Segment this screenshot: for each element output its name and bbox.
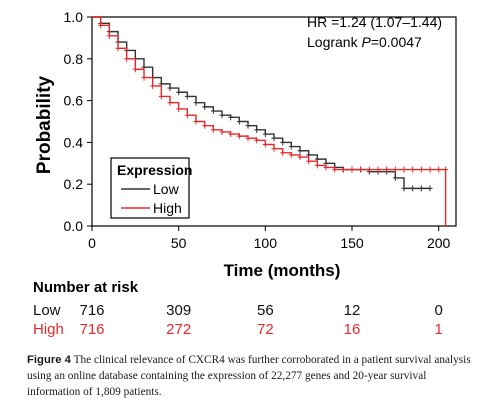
- risk-value-high: 1: [434, 321, 443, 338]
- x-axis-label: Time (months): [224, 261, 341, 280]
- x-tick-label: 150: [340, 235, 364, 251]
- risk-value-high: 16: [343, 321, 361, 338]
- risk-value-low: 12: [343, 302, 361, 319]
- y-tick-label: 0.8: [64, 51, 84, 67]
- legend-label-high: High: [153, 200, 182, 216]
- risk-value-low: 0: [434, 302, 443, 319]
- legend-label-low: Low: [153, 181, 180, 197]
- legend-title: Expression: [117, 162, 192, 178]
- y-tick-label: 0.6: [64, 93, 84, 109]
- risk-row-label-high: High: [33, 321, 64, 338]
- y-axis-label: Probability: [34, 75, 55, 174]
- logrank-prefix: Logrank: [307, 34, 361, 50]
- x-tick-label: 100: [254, 235, 278, 251]
- logrank-annotation: Logrank P=0.0047: [307, 34, 422, 50]
- risk-value-high: 272: [166, 321, 192, 338]
- risk-value-low: 56: [256, 302, 274, 319]
- y-tick-label: 0.4: [64, 134, 84, 150]
- legend: Expression Low High: [110, 157, 192, 219]
- risk-row-label-low: Low: [33, 302, 61, 319]
- caption-text: The clinical relevance of CXCR4 was furt…: [27, 354, 471, 398]
- risk-value-high: 716: [79, 321, 105, 338]
- x-tick-label: 0: [88, 235, 96, 251]
- plot-frame: [91, 16, 457, 227]
- hr-annotation: HR =1.24 (1.07–1.44): [307, 14, 442, 30]
- figure-caption: Figure 4 The clinical relevance of CXCR4…: [27, 352, 482, 400]
- logrank-p: P: [361, 34, 371, 50]
- caption-label: Figure 4: [27, 354, 71, 366]
- x-tick-label: 50: [171, 235, 187, 251]
- risk-value-low: 716: [79, 302, 105, 319]
- survival-chart: 0.0 0.2 0.4 0.6 0.8 1.0 0 50 100 150 200 Probabili…: [34, 9, 457, 280]
- y-tick-label: 1.0: [64, 9, 84, 25]
- risk-value-high: 72: [256, 321, 274, 338]
- y-tick-label: 0.2: [64, 176, 84, 192]
- axes: 0.0 0.2 0.4 0.6 0.8 1.0 0 50 100 150 200: [64, 9, 457, 251]
- logrank-value: =0.0047: [371, 34, 422, 50]
- x-tick-label: 200: [427, 235, 451, 251]
- series-layer: [92, 16, 449, 226]
- risk-value-low: 309: [166, 302, 192, 319]
- risk-table-title: Number at risk: [33, 279, 139, 296]
- y-tick-label: 0.0: [64, 218, 84, 234]
